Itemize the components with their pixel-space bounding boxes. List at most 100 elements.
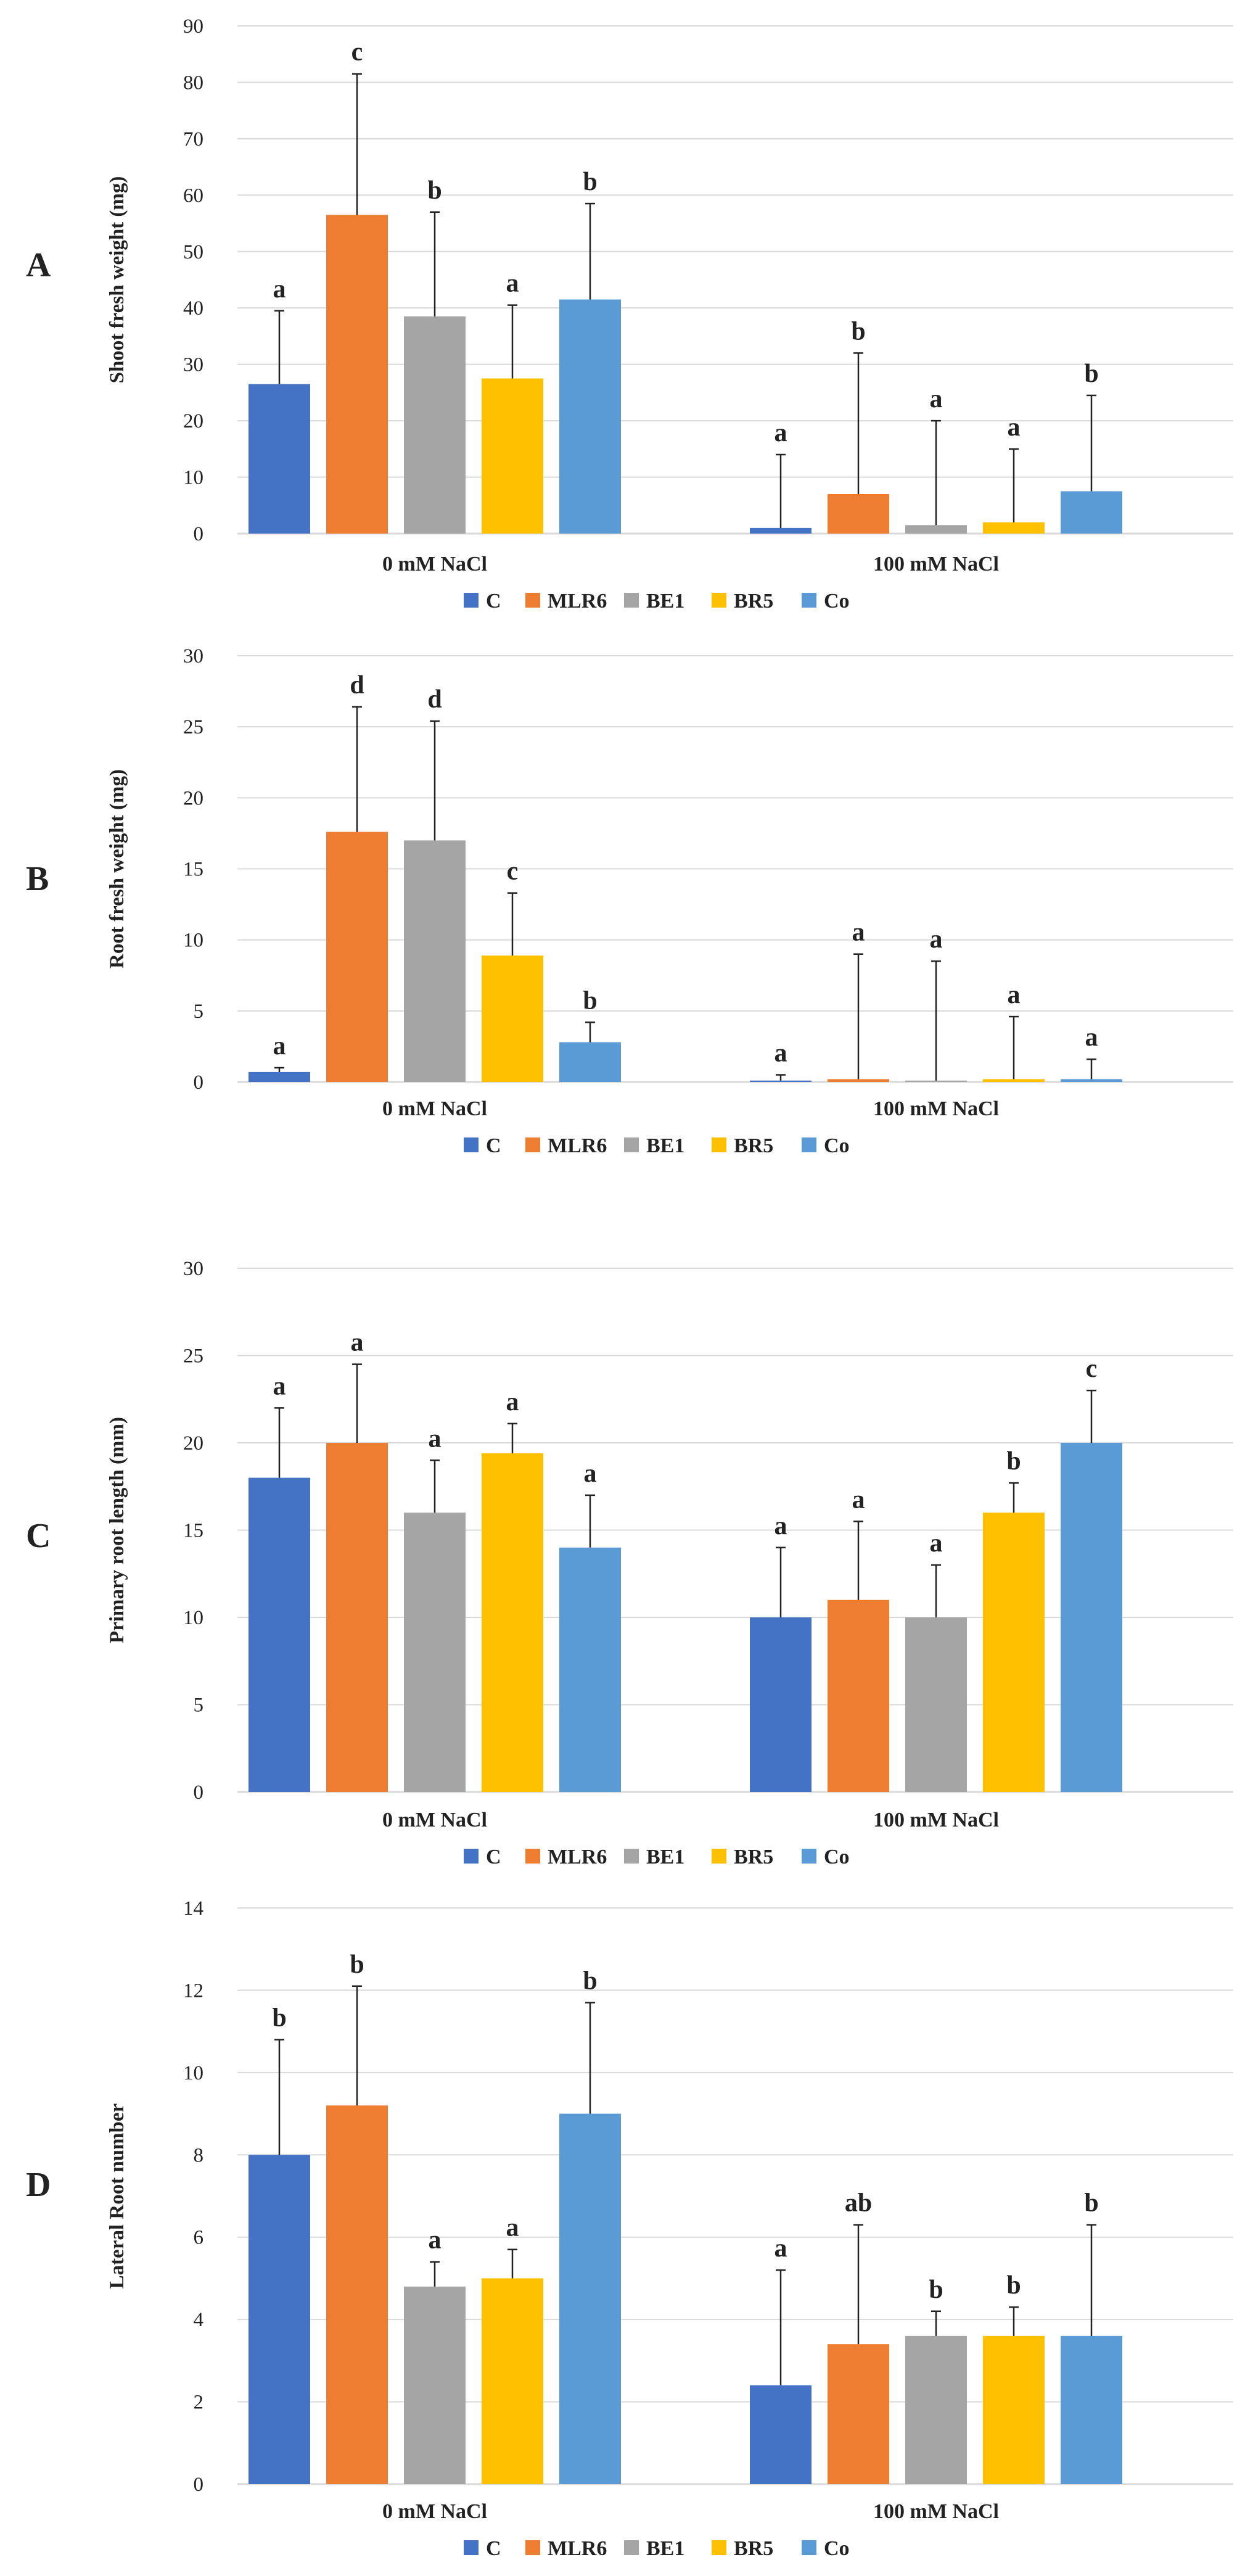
legend-label-BE1: BE1 (646, 2537, 684, 2560)
bar-MLR6-1 (828, 493, 889, 534)
y-tick-label: 30 (183, 1258, 203, 1280)
significance-label: c (1086, 1355, 1098, 1383)
y-tick-label: 12 (183, 1979, 203, 2002)
bar-BE1-0 (404, 316, 466, 534)
legend-swatch-BR5 (712, 593, 726, 608)
significance-label: ab (845, 2189, 872, 2218)
y-tick-label: 70 (183, 128, 203, 151)
y-tick-label: 14 (183, 1897, 203, 1920)
y-tick-label: 0 (194, 2474, 204, 2496)
legend-swatch-C (464, 2540, 479, 2555)
bar-MLR6-1 (828, 1600, 889, 1792)
bar-BR5-1 (983, 1079, 1045, 1082)
significance-label: d (350, 671, 364, 700)
bar-Co-1 (1061, 491, 1122, 534)
y-tick-label: 0 (194, 523, 204, 545)
y-tick-label: 20 (183, 1432, 203, 1455)
bar-C-0 (249, 1477, 310, 1792)
legend-label-Co: Co (824, 1846, 850, 1868)
legend-label-Co: Co (824, 2537, 850, 2560)
bar-BE1-0 (404, 2286, 466, 2484)
y-tick-label: 2 (194, 2392, 204, 2414)
y-tick-label: 8 (194, 2144, 204, 2166)
legend-swatch-BE1 (624, 593, 639, 608)
legend-label-MLR6: MLR6 (548, 1846, 607, 1868)
bar-MLR6-0 (326, 1443, 388, 1792)
y-tick-label: 80 (183, 72, 203, 94)
legend-label-Co: Co (824, 1134, 850, 1157)
y-tick-label: 10 (183, 2062, 203, 2084)
significance-label: c (507, 857, 519, 886)
category-label: 0 mM NaCl (382, 1809, 487, 1831)
legend-label-C: C (486, 590, 501, 613)
significance-label: a (852, 919, 865, 947)
bar-BE1-1 (905, 1617, 967, 1792)
legend-swatch-Co (802, 593, 816, 608)
bar-BE1-1 (905, 1080, 967, 1082)
y-tick-label: 90 (183, 15, 203, 38)
y-tick-label: 10 (183, 1607, 203, 1629)
legend-swatch-BR5 (712, 1849, 726, 1864)
bar-BE1-0 (404, 1513, 466, 1792)
legend-swatch-C (464, 1137, 479, 1152)
category-label: 0 mM NaCl (382, 553, 487, 576)
bar-BR5-0 (482, 378, 543, 534)
bar-MLR6-0 (326, 832, 388, 1082)
panel-letter: C (26, 1517, 51, 1555)
bar-BR5-1 (983, 2335, 1045, 2484)
legend-label-BE1: BE1 (646, 590, 684, 613)
legend-label-C: C (486, 2537, 501, 2560)
bar-BR5-0 (482, 1453, 543, 1792)
legend-label-BR5: BR5 (734, 590, 773, 613)
bar-Co-1 (1061, 1079, 1122, 1082)
y-tick-label: 6 (194, 2227, 204, 2249)
y-tick-label: 5 (194, 1001, 204, 1023)
category-label: 100 mM NaCl (873, 553, 999, 576)
significance-label: b (272, 2004, 286, 2032)
legend-swatch-BE1 (624, 1849, 639, 1864)
y-tick-label: 30 (183, 354, 203, 376)
panel-letter: A (26, 246, 51, 284)
legend-swatch-MLR6 (525, 593, 540, 608)
significance-label: a (273, 275, 286, 303)
chart-panel-B: B 0 5 10 15 20 25 30 Root fresh weight (mg) a a d a d… (26, 645, 1233, 1157)
significance-label: a (775, 1039, 787, 1067)
category-label: 0 mM NaCl (382, 1097, 487, 1120)
significance-label: a (273, 1032, 286, 1060)
bar-BR5-1 (983, 1513, 1045, 1792)
bar-C-0 (249, 2155, 310, 2484)
significance-label: a (429, 2226, 442, 2255)
significance-label: a (429, 1424, 442, 1453)
significance-label: a (775, 2234, 787, 2263)
legend-swatch-MLR6 (525, 1849, 540, 1864)
significance-label: b (929, 2276, 943, 2304)
legend-label-C: C (486, 1846, 501, 1868)
significance-label: a (351, 1329, 364, 1357)
bar-MLR6-0 (326, 2105, 388, 2484)
significance-label: a (775, 1512, 787, 1540)
chart-panel-A: A 0 10 20 30 40 50 60 70 80 90 Shoot fresh weight (… (26, 15, 1233, 613)
significance-label: b (851, 317, 865, 345)
chart-panel-C: C 0 5 10 15 20 25 30 Primary root length (mm) a a a… (26, 1258, 1233, 1868)
legend-swatch-BE1 (624, 2540, 639, 2555)
significance-label: a (506, 1388, 519, 1416)
significance-label: d (427, 685, 442, 714)
category-label: 0 mM NaCl (382, 2500, 487, 2523)
bar-MLR6-1 (828, 1079, 889, 1082)
bar-MLR6-1 (828, 2344, 889, 2484)
significance-label: a (506, 270, 519, 298)
significance-label: a (1085, 1023, 1098, 1052)
legend-label-MLR6: MLR6 (548, 2537, 607, 2560)
significance-label: a (1008, 413, 1021, 442)
significance-label: a (273, 1372, 286, 1400)
significance-label: b (1006, 1447, 1021, 1476)
significance-label: b (583, 986, 597, 1015)
y-tick-label: 20 (183, 787, 203, 809)
bar-BE1-1 (905, 525, 967, 534)
significance-label: b (583, 168, 597, 196)
significance-label: a (506, 2214, 519, 2242)
legend-label-Co: Co (824, 590, 850, 613)
bar-C-1 (750, 527, 812, 534)
legend-label-MLR6: MLR6 (548, 590, 607, 613)
bar-BE1-0 (404, 840, 466, 1082)
